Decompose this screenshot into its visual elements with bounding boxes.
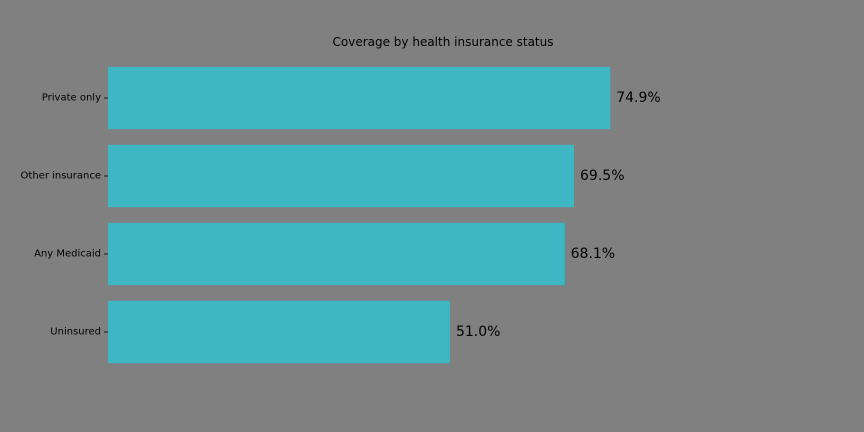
y-axis-ticks: Private only Other insurance Any Medicaid U… [21,93,108,338]
bar-uninsured [108,300,450,364]
value-label-private-only: 74.9% [616,90,660,106]
y-tick-label-uninsured: Uninsured [50,327,101,338]
value-label-uninsured: 51.0% [456,324,500,340]
y-tick-label-other-insurance: Other insurance [21,171,101,182]
bar-any-medicaid [108,222,565,286]
value-label-any-medicaid: 68.1% [571,246,615,262]
bar-private-only [108,66,611,130]
value-label-other-insurance: 69.5% [580,168,624,184]
bar-other-insurance [108,144,575,208]
value-labels: 74.9% 69.5% 68.1% 51.0% [456,90,661,340]
chart-title: Coverage by health insurance status [333,35,554,49]
y-tick-label-any-medicaid: Any Medicaid [34,249,101,260]
bars-layer [108,66,611,364]
y-tick-label-private-only: Private only [42,93,101,104]
